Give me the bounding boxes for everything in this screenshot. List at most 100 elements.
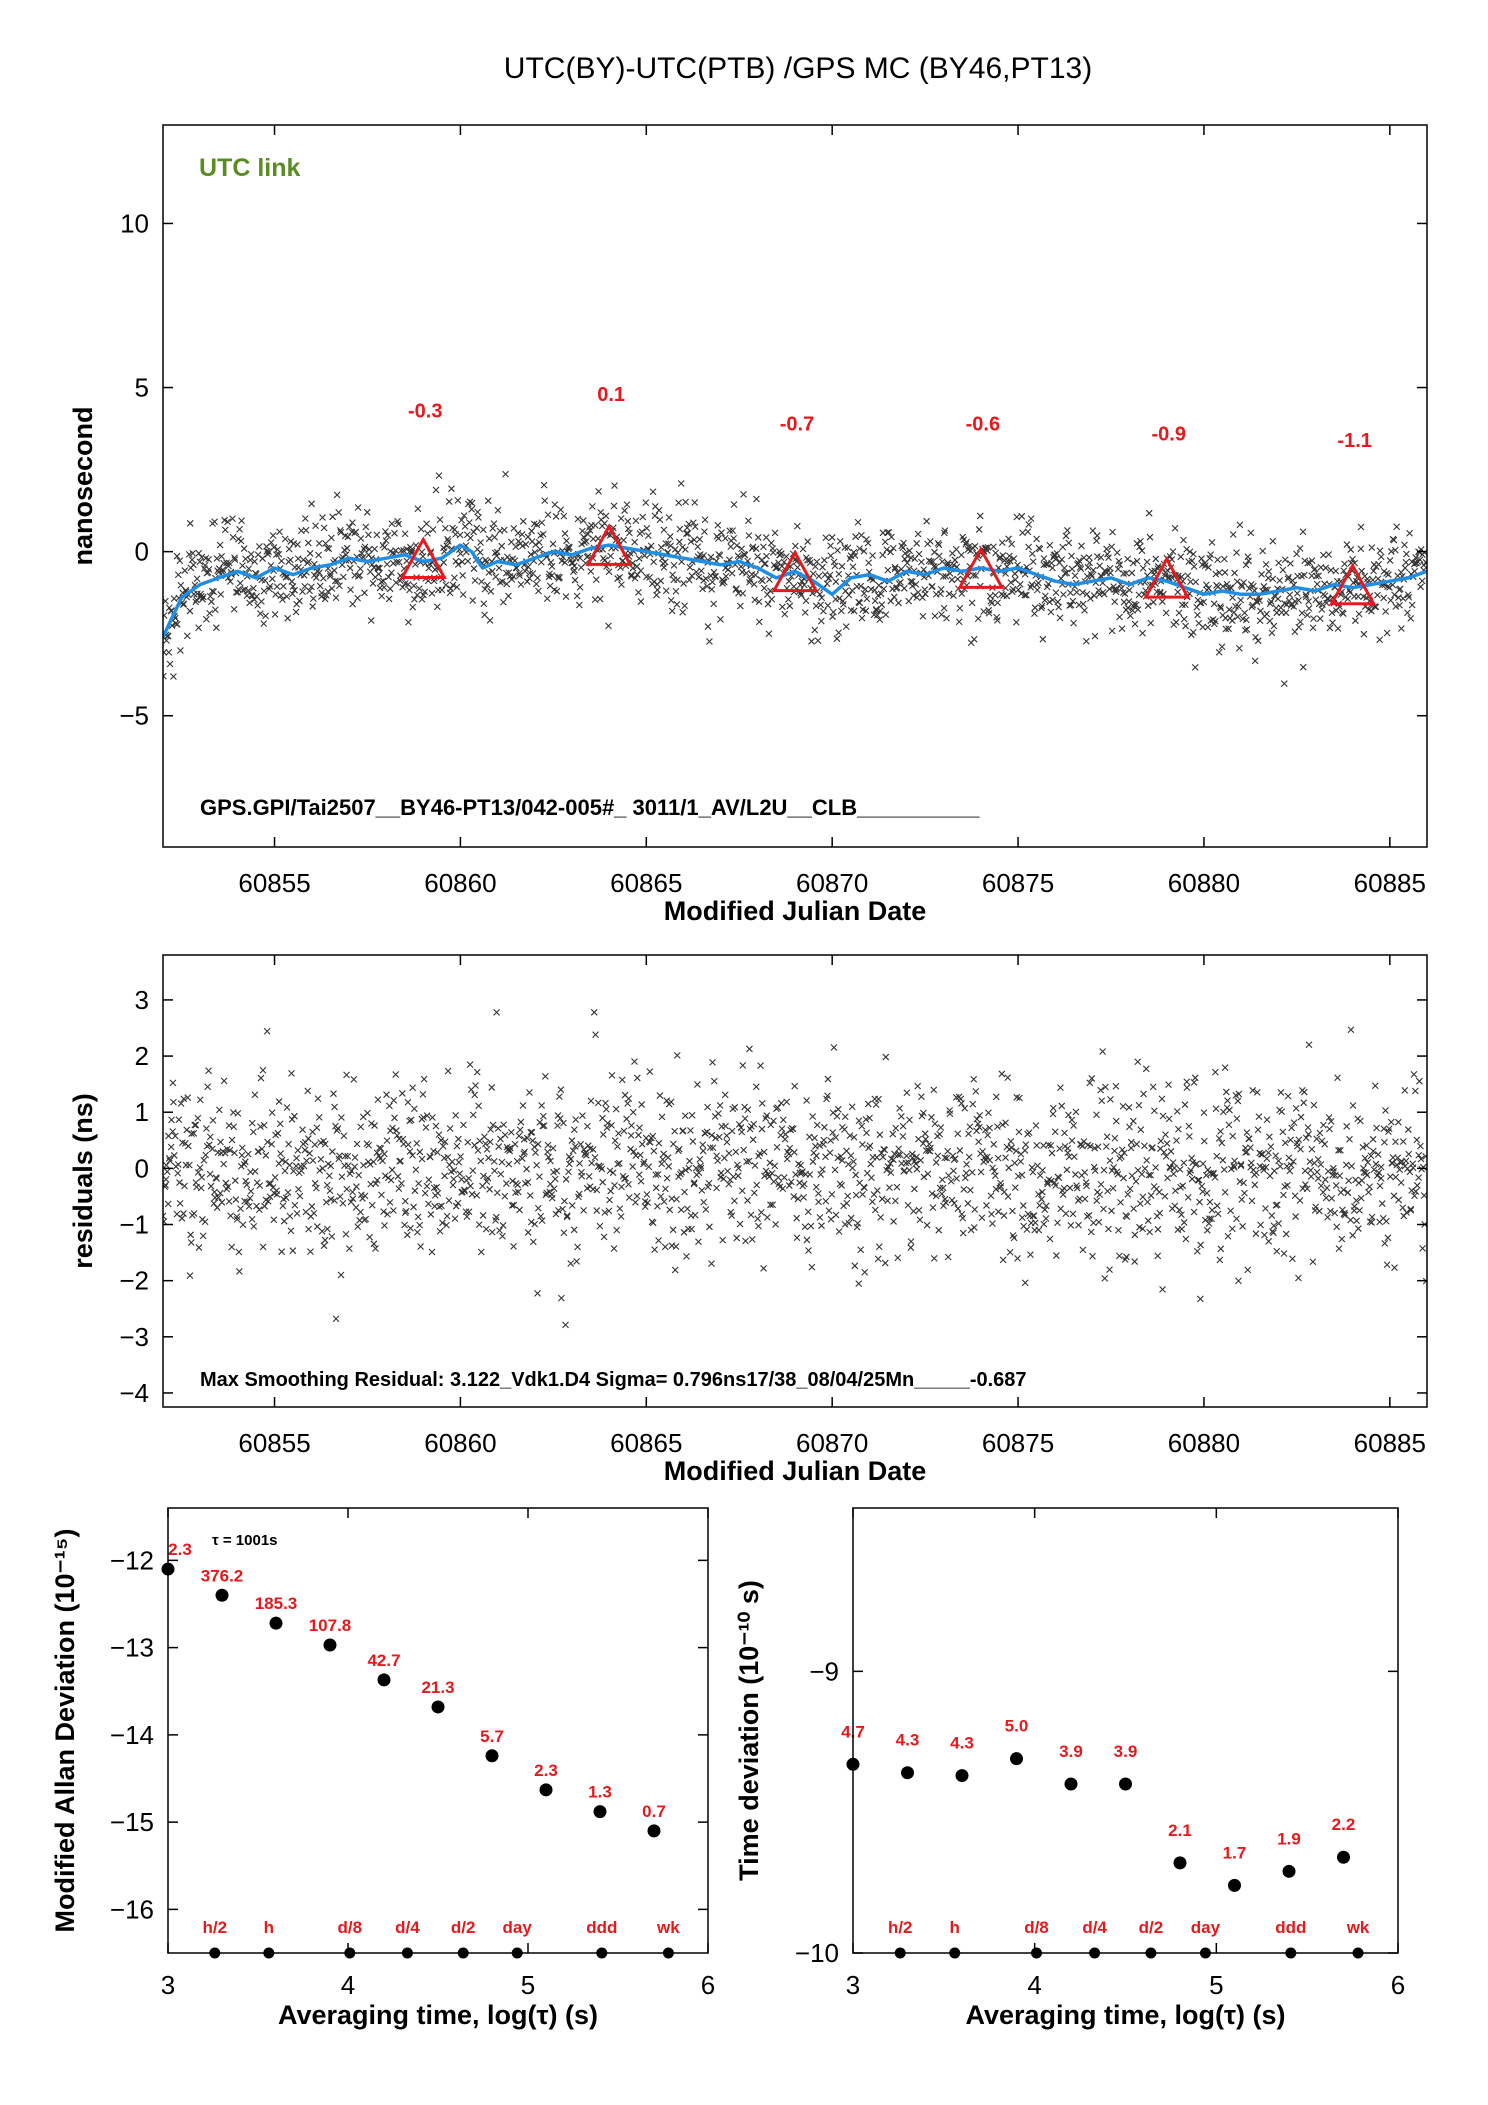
scatter-point <box>1168 556 1176 563</box>
scatter-point <box>176 557 184 565</box>
scatter-point <box>1103 1143 1110 1150</box>
scatter-point <box>347 1198 355 1206</box>
scatter-point <box>208 1145 216 1153</box>
scatter-point <box>907 1244 915 1251</box>
scatter-point <box>1042 1202 1050 1210</box>
y-tick-label: −9 <box>809 1656 839 1686</box>
scatter-point <box>166 1157 174 1165</box>
scatter-point <box>827 542 834 550</box>
scatter-point <box>536 546 544 553</box>
scatter-point <box>652 1184 660 1192</box>
scatter-point <box>1316 1129 1324 1137</box>
scatter-point <box>883 1166 891 1174</box>
scatter-point <box>863 595 871 603</box>
scatter-point <box>597 508 605 516</box>
scatter-point <box>1084 563 1092 571</box>
scatter-point <box>209 1117 217 1124</box>
scatter-point <box>1305 1041 1313 1049</box>
scatter-point <box>1293 550 1301 558</box>
scatter-point <box>192 1121 200 1129</box>
scatter-point <box>382 528 389 535</box>
scatter-point <box>765 630 773 638</box>
scatter-point <box>1163 1140 1171 1147</box>
scatter-point <box>1121 590 1129 597</box>
scatter-point <box>582 1151 590 1159</box>
scatter-point <box>1086 1079 1094 1087</box>
scatter-point <box>876 607 884 615</box>
y-axis-label: residuals (ns) <box>68 1093 98 1269</box>
scatter-point <box>1281 556 1289 564</box>
scatter-point <box>1416 1077 1423 1085</box>
scatter-point <box>1380 1125 1388 1133</box>
scatter-point <box>1382 1107 1389 1114</box>
scatter-point <box>481 611 488 619</box>
scatter-point <box>621 507 629 514</box>
scatter-point <box>223 559 230 567</box>
scatter-point <box>1349 1231 1357 1239</box>
scatter-point <box>683 1252 690 1260</box>
scatter-point <box>826 571 834 579</box>
scatter-point <box>571 576 579 584</box>
scatter-point <box>640 1160 647 1168</box>
scatter-point <box>822 534 830 542</box>
scatter-point <box>975 1138 982 1146</box>
scatter-point <box>875 1095 882 1103</box>
scatter-point <box>499 1222 507 1229</box>
scatter-point <box>899 1133 907 1140</box>
scatter-point <box>827 1137 834 1144</box>
scatter-point <box>860 547 868 555</box>
scatter-point <box>717 616 724 623</box>
scatter-point <box>798 1169 806 1177</box>
scatter-point <box>1007 1138 1015 1145</box>
scatter-point <box>289 590 296 598</box>
scatter-point <box>1180 615 1188 623</box>
time-marker-label: d/2 <box>451 1918 476 1937</box>
scatter-point <box>493 548 501 556</box>
scatter-point <box>1357 545 1365 553</box>
scatter-point <box>817 1171 825 1178</box>
scatter-point <box>1164 566 1171 574</box>
scatter-point <box>1200 1137 1208 1145</box>
scatter-point <box>1279 566 1287 574</box>
scatter-point <box>1330 1167 1337 1175</box>
scatter-point <box>1086 559 1093 567</box>
scatter-point <box>286 1212 294 1220</box>
scatter-point <box>615 1129 622 1137</box>
scatter-point <box>752 571 759 579</box>
scatter-point <box>738 545 745 553</box>
scatter-point <box>1105 1225 1112 1233</box>
scatter-point <box>405 618 412 626</box>
y-tick-label: −15 <box>110 1807 154 1837</box>
scatter-point <box>755 618 763 626</box>
scatter-point <box>388 569 395 577</box>
scatter-point <box>850 607 858 615</box>
scatter-point <box>1195 1176 1203 1184</box>
scatter-point <box>734 1172 742 1180</box>
scatter-point <box>1207 551 1215 559</box>
scatter-point <box>1392 1138 1399 1146</box>
scatter-point <box>430 1147 437 1155</box>
scatter-point <box>523 1165 531 1173</box>
scatter-point <box>931 612 939 620</box>
scatter-point <box>1363 1171 1371 1179</box>
scatter-point <box>371 1122 378 1129</box>
scatter-point <box>1238 1196 1246 1203</box>
point-label: 376.2 <box>201 1566 244 1585</box>
scatter-point <box>326 1187 334 1195</box>
scatter-point <box>1283 1181 1291 1189</box>
scatter-point <box>947 1177 955 1185</box>
scatter-point <box>685 520 693 528</box>
scatter-series <box>163 470 1427 687</box>
scatter-point <box>436 516 444 524</box>
scatter-point <box>315 551 322 559</box>
scatter-point <box>187 1231 195 1239</box>
scatter-point <box>249 584 257 592</box>
scatter-point <box>592 576 600 583</box>
scatter-point <box>1380 594 1388 602</box>
scatter-point <box>994 1123 1001 1131</box>
scatter-point <box>331 1103 338 1111</box>
scatter-point <box>1039 1166 1046 1174</box>
scatter-point <box>890 1218 897 1225</box>
scatter-point <box>989 1164 997 1172</box>
scatter-point <box>1396 1158 1404 1166</box>
